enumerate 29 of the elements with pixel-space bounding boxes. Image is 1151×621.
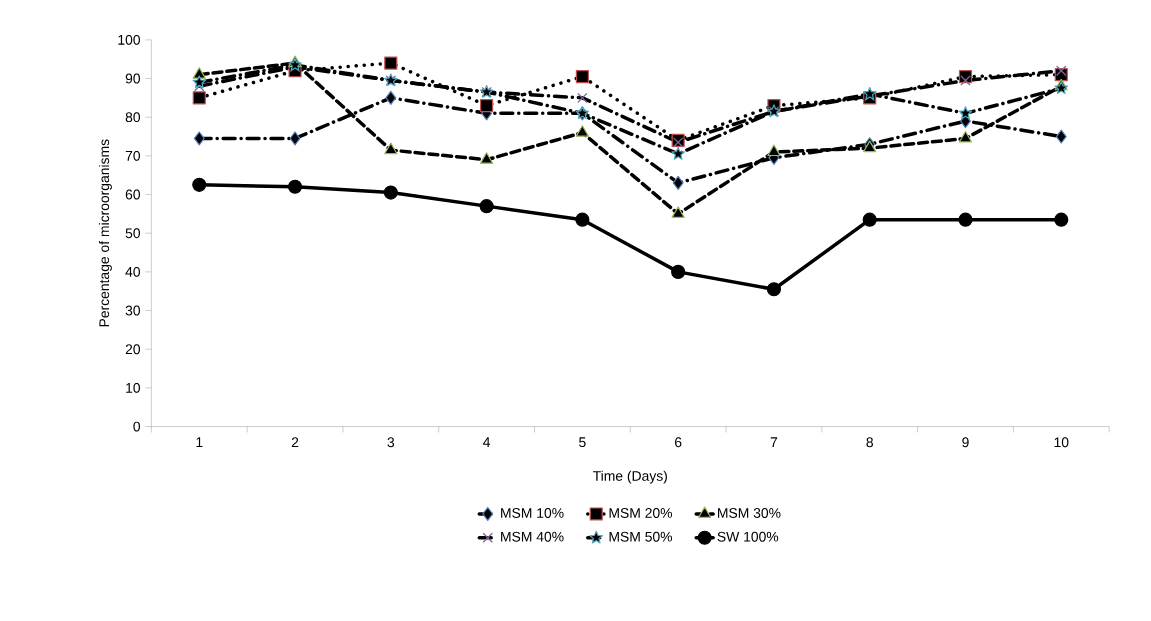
y-tick-label: 10: [126, 383, 141, 393]
y-tick-label: 100: [118, 34, 141, 45]
y-axis-title: Percentage of microorganisms: [98, 139, 112, 327]
legend-label: MSM 10%: [501, 508, 564, 518]
x-tick-label: 1: [196, 437, 203, 447]
x-tick-label: 2: [291, 437, 299, 448]
y-tick-label: 90: [125, 73, 141, 84]
legend-label: MSM 40%: [501, 531, 564, 542]
x-tick-label: 9: [962, 437, 969, 448]
y-tick-label: 20: [125, 344, 141, 355]
x-tick-label: 6: [674, 437, 682, 448]
x-tick-label: 4: [483, 437, 491, 447]
x-tick-label: 5: [579, 437, 586, 448]
x-axis-title: Time (Days): [592, 470, 667, 484]
y-tick-label: 50: [125, 228, 141, 239]
y-tick-label: 80: [125, 112, 141, 123]
legend-label: MSM 20%: [609, 508, 673, 518]
x-tick-label: 3: [387, 437, 395, 448]
legend-label: MSM 30%: [718, 508, 781, 518]
x-tick-label: 8: [866, 437, 873, 448]
y-tick-label: 60: [125, 189, 141, 200]
y-tick-label: 30: [125, 305, 141, 316]
y-tick-label: 40: [125, 266, 141, 277]
x-tick-label: 7: [770, 437, 778, 447]
legend-label: SW 100%: [717, 531, 779, 542]
x-tick-label: 10: [1054, 437, 1069, 448]
legend-label: MSM 50%: [609, 531, 673, 542]
y-tick-label: 0: [133, 421, 141, 432]
y-tick-label: 70: [125, 150, 141, 161]
